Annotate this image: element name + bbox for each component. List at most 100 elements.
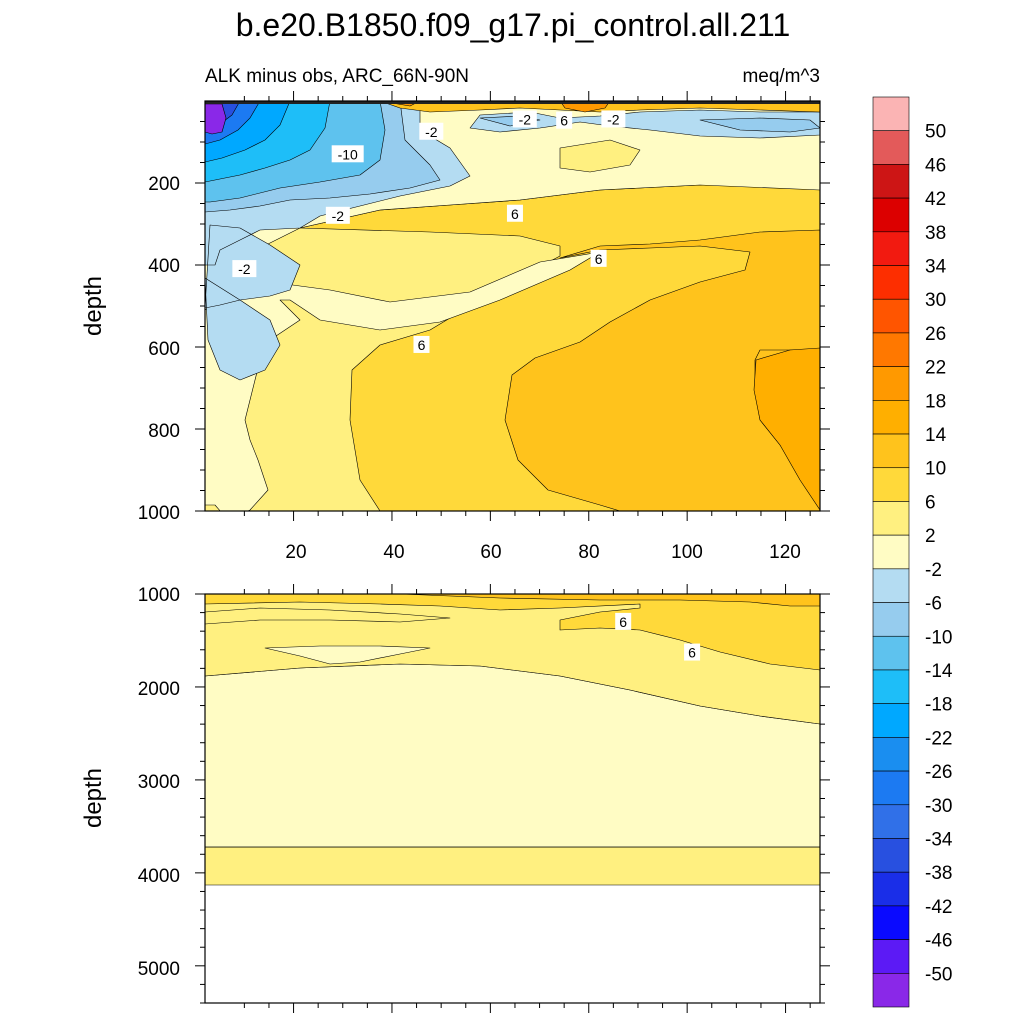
colorbar-label: 6 <box>925 492 936 513</box>
colorbar-label: -34 <box>925 829 953 850</box>
upper-x-tick-120: 120 <box>769 542 801 563</box>
colorbar-swatch <box>872 130 910 165</box>
upper-x-tick-40: 40 <box>383 542 404 563</box>
lower-ticks <box>195 584 830 1013</box>
colorbar-label: -50 <box>925 964 952 985</box>
colorbar-label: 30 <box>925 290 946 311</box>
colorbar-swatch <box>872 669 910 704</box>
colorbar-swatch <box>872 703 910 738</box>
lower-fill-lens-lower <box>264 645 431 665</box>
colorbar: 50 46 42 38 34 30 26 22 18 14 10 6 2 -2 -6 -10 -14 -18 -22… <box>872 96 953 1008</box>
colorbar-label: -38 <box>925 863 952 884</box>
contour-label-text: 6 <box>511 206 519 222</box>
contour-label-text: -10 <box>338 146 358 162</box>
colorbar-label: 34 <box>925 257 947 278</box>
contour-label-box <box>413 335 430 353</box>
upper-x-tick-20: 20 <box>285 542 306 563</box>
colorbar-label: 14 <box>925 425 947 446</box>
colorbar-swatch <box>872 197 910 233</box>
upper-x-tick-100: 100 <box>671 542 703 563</box>
subtitle-left: ALK minus obs, ARC_66N-90N <box>205 66 469 87</box>
contour-label: 6 <box>684 643 701 661</box>
colorbar-label: -14 <box>925 661 953 682</box>
lower-contour-field <box>205 594 820 1003</box>
colorbar-swatch <box>872 433 910 469</box>
colorbar-label: 18 <box>925 391 946 412</box>
lower-fill-lens-upper <box>205 607 451 625</box>
colorbar-swatch <box>872 231 910 266</box>
colorbar-label: -26 <box>925 762 952 783</box>
colorbar-swatch <box>872 939 910 974</box>
contour-label-text: 6 <box>688 645 696 661</box>
contour-label-text: -2 <box>607 111 620 127</box>
lower-fill-top-strip <box>399 594 820 607</box>
colorbar-swatch <box>872 972 910 1008</box>
colorbar-label: 38 <box>925 223 946 244</box>
colorbar-label: -42 <box>925 897 952 918</box>
colorbar-swatch <box>872 164 910 199</box>
lower-y-tick-3000: 3000 <box>138 772 180 793</box>
contour-label-box <box>325 206 350 224</box>
contour-label-box <box>232 260 257 278</box>
colorbar-swatch <box>872 905 910 940</box>
contour-label: 6 <box>506 204 523 222</box>
upper-x-tick-60: 60 <box>480 542 501 563</box>
contour-label-box <box>615 612 632 630</box>
contour-label-text: -2 <box>519 111 532 127</box>
colorbar-label: -6 <box>925 594 942 615</box>
contour-label-box <box>601 110 626 128</box>
contour-label-box <box>419 122 444 140</box>
upper-fill-core-min <box>205 103 227 135</box>
contour-label-box <box>512 110 537 128</box>
contour-label: -2 <box>419 122 444 140</box>
colorbar-swatch <box>872 265 910 300</box>
upper-fill-10to14 <box>504 229 820 511</box>
upper-y-tick-200: 200 <box>148 174 180 195</box>
colorbar-label: -22 <box>925 728 952 749</box>
colorbar-swatch <box>872 298 910 334</box>
upper-y-tick-600: 600 <box>148 339 180 360</box>
upper-panel: -2 6 -2 -2 -10 6 -2 6 -2 6 200 400 600 800 1000 2… <box>80 91 830 563</box>
contour-label: 6 <box>590 249 607 267</box>
lower-y-tick-5000: 5000 <box>138 959 180 980</box>
contour-label: -10 <box>331 145 364 163</box>
colorbar-swatch <box>872 804 910 839</box>
colorbar-swatch <box>872 838 910 873</box>
colorbar-label: 42 <box>925 189 946 210</box>
contour-label-text: -2 <box>425 124 438 140</box>
colorbar-label: 50 <box>925 122 946 143</box>
lower-y-tick-2000: 2000 <box>138 679 180 700</box>
contour-label-box <box>590 249 607 267</box>
contour-label-text: 6 <box>560 113 568 129</box>
colorbar-swatch <box>872 737 910 772</box>
colorbar-swatch <box>872 568 910 603</box>
contour-label: -2 <box>232 260 257 278</box>
colorbar-label: -30 <box>925 796 952 817</box>
lower-fill-6to10 <box>205 594 820 671</box>
contour-label-text: 6 <box>619 614 627 630</box>
colorbar-label: 22 <box>925 358 946 379</box>
upper-surface-line <box>205 101 820 104</box>
contour-label: 6 <box>413 335 430 353</box>
contour-label-box <box>331 145 364 163</box>
colorbar-label: 46 <box>925 155 946 176</box>
colorbar-swatch <box>872 467 910 502</box>
colorbar-label: 2 <box>925 526 936 547</box>
lower-panel: 66 1000 2000 3000 4000 5000 depth <box>80 584 830 1013</box>
upper-fill-14to18 <box>753 347 820 511</box>
contour-label: 6 <box>556 111 573 129</box>
lower-y-tick-4000: 4000 <box>138 866 180 887</box>
colorbar-label: -2 <box>925 560 942 581</box>
colorbar-label: 10 <box>925 459 946 480</box>
lower-y-axis-label: depth <box>80 768 107 828</box>
contour-label-box <box>556 111 573 129</box>
lower-contour-labels: 66 <box>615 612 701 661</box>
colorbar-swatch <box>872 871 910 907</box>
lower-y-tick-1000: 1000 <box>138 585 180 606</box>
contour-label-box <box>684 643 701 661</box>
contour-label-box <box>506 204 523 222</box>
colorbar-label: -10 <box>925 627 952 648</box>
upper-y-axis-label: depth <box>80 276 107 336</box>
upper-contour-labels: -2 6 -2 -2 -10 6 -2 6 -2 6 <box>232 110 626 353</box>
